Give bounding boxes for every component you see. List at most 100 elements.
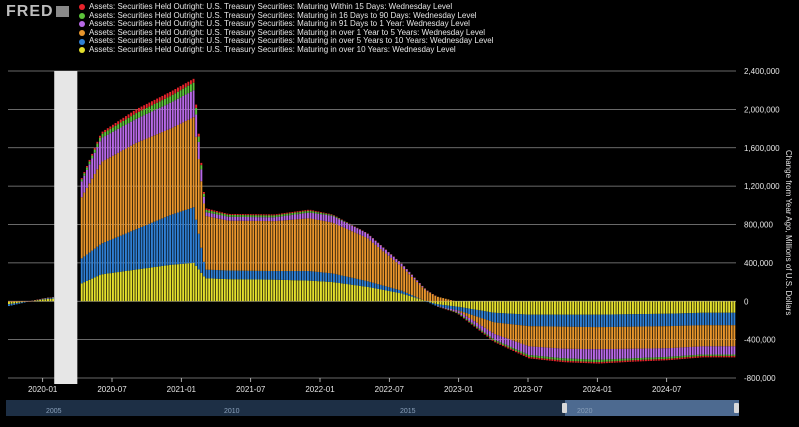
bar-segment (174, 213, 177, 265)
bar-segment (265, 215, 268, 218)
bar-segment (639, 358, 642, 360)
bar-segment (626, 360, 629, 362)
bar-segment (634, 314, 637, 327)
range-navigator[interactable]: 2005 2010 2015 2020 (6, 400, 739, 416)
bar-segment (580, 326, 582, 349)
bar-segment (671, 326, 673, 349)
bar-segment (374, 240, 377, 245)
bar-segment (408, 295, 411, 302)
bar-segment (723, 301, 725, 313)
bar-segment (109, 126, 112, 129)
bar-segment (88, 164, 91, 184)
bar-segment (559, 301, 562, 315)
bar-segment (561, 358, 564, 361)
bar-segment (697, 301, 699, 313)
bar-segment (499, 343, 502, 345)
bar-segment (278, 271, 281, 280)
bar-segment (660, 301, 663, 314)
bar-segment (361, 286, 364, 302)
bar-segment (650, 348, 653, 358)
bar-segment (642, 348, 645, 358)
bar-segment (694, 356, 697, 358)
bar-segment (366, 286, 369, 302)
bar-segment (473, 309, 476, 316)
bar-segment (676, 358, 679, 360)
bar-segment (554, 359, 556, 362)
bar-segment (689, 355, 692, 357)
bar-segment (262, 215, 265, 218)
fred-logo[interactable]: FRED (6, 3, 69, 21)
legend-label: Assets: Securities Held Outright: U.S. T… (89, 36, 494, 46)
bar-segment (234, 214, 237, 215)
bar-segment (730, 325, 733, 347)
bar-segment (158, 219, 161, 267)
bar-segment (301, 218, 304, 272)
bar-segment (637, 358, 640, 361)
legend-item[interactable]: Assets: Securities Held Outright: U.S. T… (79, 2, 494, 12)
bar-segment (125, 270, 127, 302)
bar-segment (379, 245, 382, 250)
bar-segment (564, 301, 567, 315)
bar-segment (320, 220, 322, 273)
bar-segment (138, 269, 140, 302)
bar-segment (520, 325, 523, 344)
bar-segment (260, 215, 263, 218)
bar-segment (377, 242, 380, 248)
bar-segment (255, 217, 257, 221)
bar-segment (517, 350, 520, 353)
bar-segment (312, 210, 315, 212)
bar-segment (148, 106, 151, 113)
bar-segment (236, 214, 239, 216)
bar-segment (114, 237, 117, 273)
bar-segment (294, 271, 296, 281)
bar-segment (268, 214, 270, 216)
legend-item[interactable]: Assets: Securities Held Outright: U.S. T… (79, 20, 494, 29)
bar-segment (494, 301, 497, 313)
bar-segment (611, 301, 614, 315)
bar-segment (728, 325, 731, 347)
legend-item[interactable]: Assets: Securities Held Outright: U.S. T… (79, 11, 494, 21)
bar-segment (676, 325, 679, 348)
bar-segment (678, 301, 681, 314)
legend-item[interactable]: Assets: Securities Held Outright: U.S. T… (79, 28, 494, 38)
bar-segment (637, 360, 640, 362)
bar-segment (395, 289, 398, 293)
bar-segment (411, 296, 413, 302)
bar-segment (268, 215, 270, 218)
bar-segment (351, 231, 354, 278)
bar-segment (434, 295, 437, 302)
legend-item[interactable]: Assets: Securities Held Outright: U.S. T… (79, 45, 494, 55)
legend-item[interactable]: Assets: Securities Held Outright: U.S. T… (79, 37, 494, 46)
bar-segment (307, 212, 309, 219)
bar-segment (229, 270, 231, 280)
bar-segment (717, 346, 720, 355)
range-handle-left-icon[interactable] (562, 403, 567, 413)
bar-segment (361, 280, 364, 287)
bar-segment (356, 228, 359, 234)
bar-segment (528, 346, 530, 355)
bar-segment (658, 326, 660, 349)
bar-segment (590, 349, 593, 360)
bar-segment (218, 214, 221, 219)
bar-segment (226, 220, 229, 271)
navigator-selected-range[interactable]: 2020 (565, 400, 739, 416)
bar-segment (299, 271, 302, 281)
bar-segment (301, 210, 304, 212)
bar-segment (270, 270, 273, 280)
bar-segment (210, 211, 213, 214)
bar-segment (639, 301, 642, 315)
bar-segment (525, 353, 528, 356)
bar-segment (322, 213, 325, 215)
bar-segment (590, 361, 593, 364)
bar-segment (374, 288, 377, 302)
bar-segment (416, 280, 419, 282)
x-tick-label: 2023-01 (444, 385, 474, 394)
bar-segment (512, 340, 515, 349)
bar-segment (216, 212, 218, 215)
bar-segment (156, 220, 159, 267)
range-handle-right-icon[interactable] (734, 403, 739, 413)
bar-segment (278, 214, 281, 217)
bar-segment (502, 345, 504, 347)
bar-segment (244, 220, 247, 271)
bar-segment (528, 354, 530, 357)
